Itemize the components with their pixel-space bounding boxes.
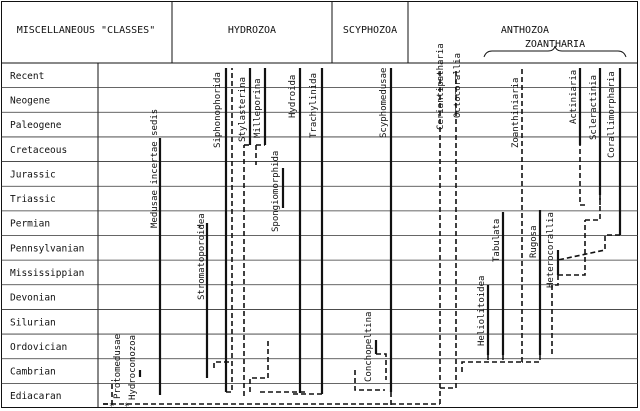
dashed-ranges xyxy=(103,68,620,405)
period-label-devonian: Devonian xyxy=(10,293,56,304)
asterisk-markers: * * * xyxy=(109,224,202,411)
period-label-permian: Permian xyxy=(10,219,50,230)
label-ceriantipatharia: Ceriantipatharia xyxy=(436,43,446,130)
asterisk-marker: * xyxy=(109,402,114,411)
label-heterocorallia: Heterocorallia xyxy=(546,212,556,288)
label-medusae-incertae-sedis: Medusae incertae sedis xyxy=(150,109,160,228)
label-heliolitoidea: Heliolitoidea xyxy=(477,276,487,346)
label-scyphomedusae: Scyphomedusae xyxy=(379,68,389,138)
label-stylasterina: Stylasterina xyxy=(238,77,248,142)
period-label-cretaceous: Cretaceous xyxy=(10,145,67,156)
period-label-mississippian: Mississippian xyxy=(10,268,84,279)
asterisk-marker: * xyxy=(197,224,202,234)
label-spongiomorphida: Spongiomorphida xyxy=(271,151,281,232)
group-label-hydrozoa: HYDROZOA xyxy=(228,25,276,36)
period-label-ediacaran: Ediacaran xyxy=(10,391,61,402)
label-zoanthiniaria: Zoanthiniaria xyxy=(511,78,521,148)
period-label-cambrian: Cambrian xyxy=(10,367,56,378)
period-label-triassic: Triassic xyxy=(10,194,56,205)
period-label-ordovician: Ordovician xyxy=(10,342,67,353)
label-conchopeltina: Conchopeltina xyxy=(364,312,374,382)
group-label-anthozoa: ANTHOZOA xyxy=(501,25,549,36)
subgroup-label-zoantharia: ZOANTHARIA xyxy=(525,39,585,50)
group-label-scyphozoa: SCYPHOZOA xyxy=(343,25,397,36)
period-label-silurian: Silurian xyxy=(10,317,56,328)
label-trachylinida: Trachylinida xyxy=(309,73,319,138)
label-stromatoporoidea: Stromatoporoidea xyxy=(197,213,207,300)
label-rugosa: Rugosa xyxy=(529,225,539,258)
label-hydroida: Hydroida xyxy=(288,75,298,118)
label-scleractinia: Scleractinia xyxy=(589,75,599,140)
label-corallimorpharia: Corallimorpharia xyxy=(607,71,617,158)
label-octocorallia: Octocorallia xyxy=(453,53,463,118)
period-label-paleogene: Paleogene xyxy=(10,120,62,131)
taxon-labels: Medusae incertae sedis Protomedusae Hydr… xyxy=(113,43,617,400)
asterisk-marker: * xyxy=(124,402,129,411)
period-label-jurassic: Jurassic xyxy=(10,169,56,180)
period-gridlines xyxy=(1,87,638,384)
group-label-misc: MISCELLANEOUS "CLASSES" xyxy=(17,25,155,36)
label-siphonophorida: Siphonophorida xyxy=(213,72,223,148)
label-hydroconozoa: Hydroconozoa xyxy=(128,335,138,400)
period-labels: Recent Neogene Paleogene Cretaceous Jurassic… xyxy=(10,71,84,402)
period-label-recent: Recent xyxy=(10,71,44,82)
period-label-neogene: Neogene xyxy=(10,95,50,106)
period-label-pennsylvanian: Pennsylvanian xyxy=(10,243,84,254)
label-tabulata: Tabulata xyxy=(492,219,502,262)
label-milleporina: Milleporina xyxy=(253,78,263,138)
label-actiniaria: Actiniaria xyxy=(569,70,579,124)
zoantharia-bracket xyxy=(483,45,627,58)
label-protomedusae: Protomedusae xyxy=(113,334,123,399)
